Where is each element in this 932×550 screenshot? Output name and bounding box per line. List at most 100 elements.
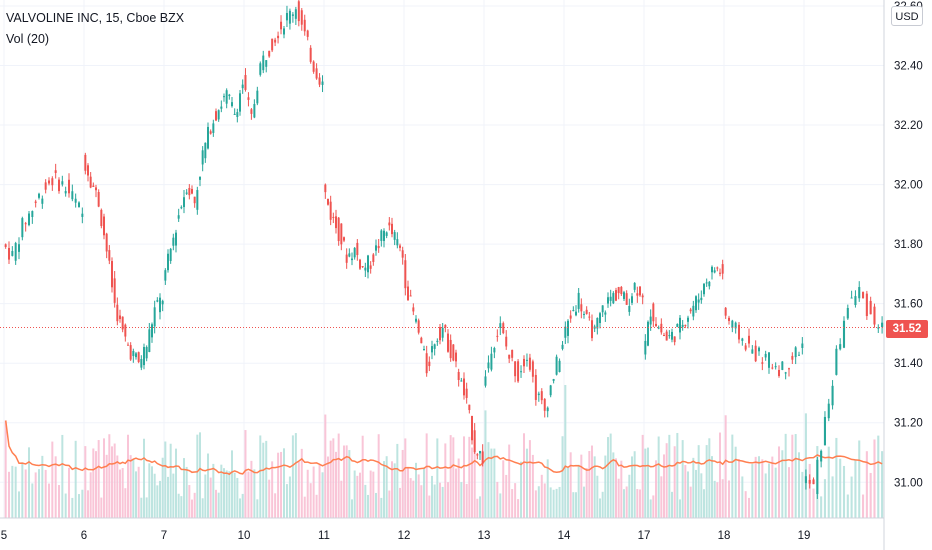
candle-body bbox=[496, 335, 499, 337]
candle-body bbox=[439, 327, 441, 341]
candle-body bbox=[92, 185, 95, 187]
candle-body bbox=[151, 324, 153, 338]
volume-bar bbox=[262, 442, 265, 518]
currency-button[interactable]: USD bbox=[891, 6, 923, 26]
candle-body bbox=[758, 347, 760, 352]
candle-body bbox=[748, 335, 750, 344]
price-tick-label: 32.00 bbox=[894, 180, 923, 192]
volume-bar bbox=[425, 433, 428, 518]
candle-body bbox=[113, 278, 116, 303]
volume-bar bbox=[596, 475, 599, 518]
candle-body bbox=[449, 339, 452, 359]
volume-bar bbox=[447, 482, 449, 518]
candle-body bbox=[393, 232, 396, 240]
volume-bar bbox=[135, 471, 137, 518]
candle-body bbox=[329, 201, 332, 220]
candle-body bbox=[409, 295, 412, 297]
candle-body bbox=[660, 323, 663, 333]
volume-bar bbox=[175, 448, 177, 518]
price-tick-label: 31.00 bbox=[894, 477, 923, 489]
candle-body bbox=[340, 223, 343, 245]
volume-bar bbox=[552, 489, 555, 518]
candle-body bbox=[487, 362, 490, 369]
volume-bar bbox=[113, 443, 116, 518]
candle-body bbox=[778, 369, 780, 376]
volume-bar bbox=[493, 448, 496, 518]
volume-bar bbox=[92, 448, 95, 518]
volume-bar bbox=[692, 457, 695, 518]
candle-body bbox=[236, 112, 239, 117]
candle-body bbox=[268, 50, 271, 57]
candle-body bbox=[356, 242, 359, 256]
candle-body bbox=[679, 317, 681, 333]
candle-body bbox=[89, 176, 92, 188]
candle-body bbox=[288, 10, 291, 24]
price-tick-label: 31.80 bbox=[894, 239, 923, 251]
candle-body bbox=[180, 207, 183, 209]
volume-bar bbox=[385, 456, 388, 518]
volume-bar bbox=[774, 467, 777, 518]
candle-body bbox=[641, 295, 644, 298]
volume-bar bbox=[159, 480, 161, 518]
volume-bar bbox=[327, 456, 329, 518]
date-tick-label: 19 bbox=[798, 530, 811, 542]
volume-bar bbox=[337, 433, 340, 518]
candle-body bbox=[681, 324, 684, 327]
candle-body bbox=[137, 352, 140, 362]
candle-body bbox=[207, 126, 209, 149]
candle-body bbox=[132, 350, 135, 357]
candle-body bbox=[514, 361, 517, 377]
volume-bar bbox=[100, 497, 103, 518]
candle-body bbox=[100, 209, 103, 227]
candle-body bbox=[274, 39, 277, 43]
volume-bar bbox=[244, 430, 247, 518]
candle-body bbox=[558, 360, 561, 372]
candle-body bbox=[291, 14, 294, 16]
candle-body bbox=[369, 265, 372, 269]
candle-body bbox=[764, 353, 767, 358]
candle-body bbox=[572, 310, 575, 312]
candle-body bbox=[396, 239, 399, 246]
candle-body bbox=[433, 344, 436, 349]
candle-body bbox=[367, 255, 369, 273]
candle-body bbox=[599, 313, 601, 324]
volume-bar bbox=[297, 461, 300, 518]
price-tick-label: 31.60 bbox=[894, 299, 923, 311]
volume-bar bbox=[625, 486, 628, 518]
date-tick-label: 7 bbox=[161, 530, 167, 542]
candle-body bbox=[97, 192, 100, 207]
volume-bar bbox=[169, 443, 172, 518]
candle-body bbox=[436, 340, 439, 343]
volume-bar bbox=[361, 435, 364, 518]
volume-bar bbox=[283, 448, 285, 518]
volume-bar bbox=[644, 448, 647, 518]
candle-body bbox=[761, 362, 764, 364]
candle-body bbox=[808, 479, 811, 484]
volume-bar bbox=[476, 498, 479, 518]
candle-body bbox=[468, 404, 471, 411]
volume-bar bbox=[881, 451, 884, 518]
volume-bar bbox=[105, 454, 108, 518]
volume-bar bbox=[697, 445, 700, 518]
volume-bar bbox=[681, 440, 684, 518]
candle-body bbox=[167, 253, 169, 271]
candle-body bbox=[741, 338, 744, 341]
volume-bar bbox=[731, 434, 734, 518]
volume-bar bbox=[132, 459, 135, 518]
volume-bar bbox=[193, 492, 196, 518]
price-tick-label: 32.40 bbox=[894, 60, 923, 72]
candle-body bbox=[68, 179, 70, 194]
date-tick-label: 12 bbox=[398, 530, 411, 542]
candle-body bbox=[283, 28, 285, 35]
volume-bar bbox=[129, 455, 132, 518]
volume-bar bbox=[647, 447, 649, 518]
volume-bar bbox=[708, 438, 711, 518]
volume-bar bbox=[496, 481, 499, 518]
candle-body bbox=[801, 343, 804, 348]
volume-bar bbox=[460, 482, 463, 518]
volume-bar bbox=[95, 451, 97, 518]
candle-body bbox=[531, 361, 534, 377]
candle-body bbox=[262, 55, 265, 71]
candle-body bbox=[324, 184, 327, 193]
